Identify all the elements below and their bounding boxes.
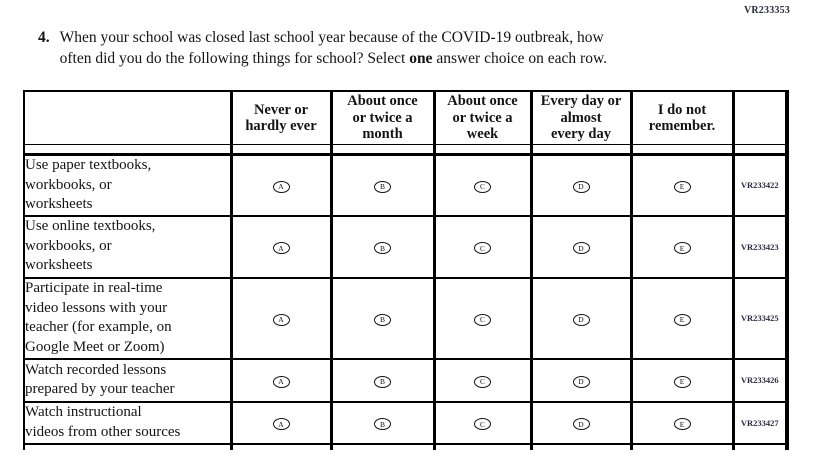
row-label: Watch recorded lessons prepared by your …: [23, 357, 231, 402]
row-code: VR233426: [731, 357, 789, 402]
row-1-bubble-b[interactable]: B: [374, 180, 391, 193]
question-bold-word: one: [409, 50, 433, 67]
row-1-bubble-a[interactable]: A: [272, 180, 290, 193]
row-4-bubble-e[interactable]: E: [673, 375, 691, 388]
row-1-bubble-d[interactable]: D: [572, 180, 590, 193]
row-2-bubble-e[interactable]: E: [673, 242, 691, 254]
header-row: Never or hardly ever About once or twice…: [23, 90, 789, 145]
table-row-paper-textbooks: Use paper textbooks, workbooks, or works…: [23, 153, 789, 216]
row-5-bubble-c[interactable]: C: [474, 418, 491, 430]
response-grid: Never or hardly ever About once or twice…: [23, 90, 789, 450]
header-every-day-or-almost-every-day: Every day or almost every day: [529, 90, 631, 145]
header-never-or-hardly-ever: Never or hardly ever: [229, 90, 331, 145]
table-row-realtime-video-lessons: Participate in real-time video lessons w…: [23, 276, 789, 359]
row-2-bubble-c[interactable]: C: [474, 242, 491, 254]
row-label: Participate in real-time video lessons w…: [23, 276, 231, 359]
row-4-bubble-a[interactable]: A: [272, 375, 290, 388]
row-5-bubble-d[interactable]: D: [572, 418, 590, 430]
row-3-bubble-d[interactable]: D: [572, 313, 590, 326]
table-cutoff-stub: [23, 443, 789, 450]
row-1-bubble-e[interactable]: E: [673, 180, 691, 193]
row-2-bubble-a[interactable]: A: [272, 242, 290, 254]
row-5-bubble-e[interactable]: E: [673, 418, 691, 430]
form-code: VR233353: [743, 5, 790, 16]
row-4-bubble-c[interactable]: C: [474, 375, 491, 388]
table-row-online-textbooks: Use online textbooks, workbooks, or work…: [23, 214, 789, 278]
header-about-once-or-twice-a-month: About once or twice a month: [329, 90, 434, 145]
header-code-cell: [731, 90, 789, 145]
row-5-bubble-a[interactable]: A: [272, 418, 290, 430]
row-3-bubble-c[interactable]: C: [474, 313, 491, 326]
row-2-bubble-b[interactable]: B: [374, 242, 391, 254]
row-1-bubble-c[interactable]: C: [474, 180, 491, 193]
table-row-instructional-videos: Watch instructional videos from other so…: [23, 400, 789, 445]
row-3-bubble-a[interactable]: A: [272, 313, 290, 326]
header-i-do-not-remember: I do not remember.: [629, 90, 733, 145]
question-number: 4.: [38, 29, 50, 46]
table-row-recorded-lessons: Watch recorded lessons prepared by your …: [23, 357, 789, 402]
header-divider-gap: [23, 144, 789, 155]
row-code: VR233422: [731, 153, 789, 216]
row-label: Use paper textbooks, workbooks, or works…: [23, 153, 231, 216]
row-code: VR233423: [731, 214, 789, 278]
row-4-bubble-d[interactable]: D: [572, 375, 590, 388]
row-label: Watch instructional videos from other so…: [23, 400, 231, 445]
question-text-line-1: When your school was closed last school …: [59, 29, 604, 46]
row-4-bubble-b[interactable]: B: [374, 375, 391, 388]
question-block: 4. When your school was closed last scho…: [38, 27, 778, 69]
question-text-line-2: often did you do the following things fo…: [59, 50, 608, 67]
row-label: Use online textbooks, workbooks, or work…: [23, 214, 231, 278]
row-5-bubble-b[interactable]: B: [374, 418, 391, 430]
row-3-bubble-b[interactable]: B: [374, 313, 391, 326]
header-about-once-or-twice-a-week: About once or twice a week: [432, 90, 531, 145]
header-empty-cell: [23, 90, 231, 145]
row-3-bubble-e[interactable]: E: [673, 313, 691, 326]
row-code: VR233427: [731, 400, 789, 445]
question-text: When your school was closed last school …: [60, 27, 607, 69]
row-2-bubble-d[interactable]: D: [572, 242, 590, 254]
row-code: VR233425: [731, 276, 789, 359]
